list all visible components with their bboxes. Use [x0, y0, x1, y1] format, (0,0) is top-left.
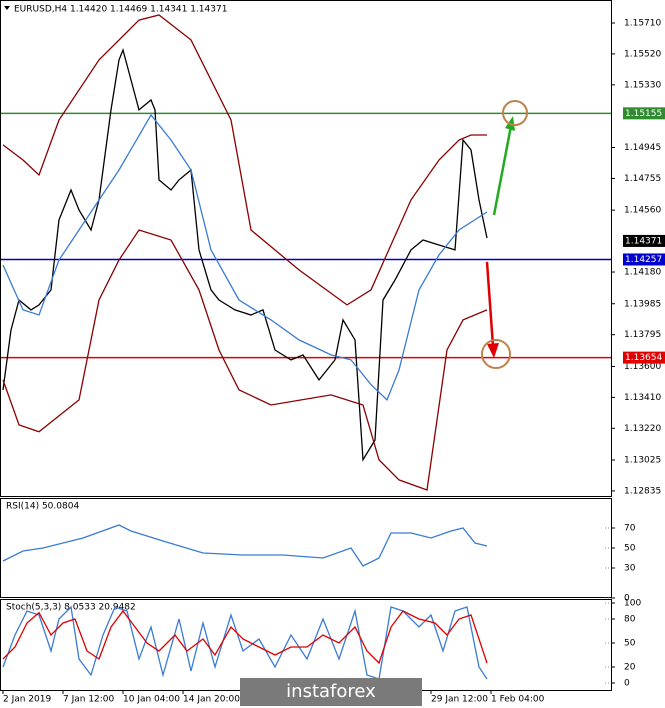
level-label: 1.13654 — [625, 353, 662, 363]
y-tick-label: 1.15710 — [624, 18, 661, 28]
series-line — [2, 229, 488, 491]
x-tick-label: 1 Feb 04:00 — [491, 695, 545, 705]
y-tick-label: 1.13220 — [624, 424, 661, 434]
x-tick-label: 2 Jan 2019 — [3, 695, 51, 705]
x-tick-label: 10 Jan 04:00 — [123, 695, 180, 705]
y-tick-label: 0 — [624, 679, 630, 689]
series-line — [2, 113, 488, 402]
green-arrow — [492, 125, 513, 216]
y-tick-label: 1.13985 — [624, 299, 661, 309]
y-tick-label: 1.15520 — [624, 49, 661, 59]
price-label: 1.14371 — [625, 236, 662, 246]
y-tick-label: 1.14945 — [624, 143, 661, 153]
watermark-box — [240, 678, 422, 706]
x-tick-label: 7 Jan 12:00 — [63, 695, 115, 705]
level-label-box — [623, 351, 665, 364]
level-label: 1.14257 — [625, 255, 662, 265]
main-panel — [0, 0, 612, 497]
y-tick-label: 1.14180 — [624, 268, 661, 278]
series-line — [2, 14, 487, 306]
menu-arrow — [4, 6, 10, 10]
y-tick-label: 30 — [624, 564, 636, 574]
plots: 1.15710 1.15520 1.15330 1.14945 1.14755 1.145… — [1, 14, 665, 705]
y-tick-label: 70 — [624, 524, 636, 534]
y-tick-label: 1.14755 — [624, 174, 661, 184]
y-tick-label: 1.13410 — [624, 393, 661, 403]
series-line — [2, 609, 488, 665]
price-label-box — [623, 234, 665, 247]
series-line — [2, 605, 488, 680]
y-tick-label: 1.13795 — [624, 330, 661, 340]
y-tick-label: 50 — [624, 544, 636, 554]
y-tick-label: 1.13600 — [624, 362, 661, 372]
target-circle — [481, 339, 511, 369]
target-circle — [502, 100, 528, 126]
y-tick-label: 1.15330 — [624, 80, 661, 90]
x-tick-label: 29 Jan 12:00 — [431, 695, 488, 705]
y-tick-label: 20 — [624, 663, 636, 673]
series-line — [2, 47, 488, 462]
rsi-title: RSI(14) 50.0804 — [6, 502, 79, 512]
y-tick-label: 1.14560 — [624, 206, 661, 216]
level-label-box — [623, 107, 665, 120]
y-tick-label: 50 — [624, 639, 636, 649]
level-label: 1.15155 — [625, 109, 662, 119]
y-tick-label: 80 — [624, 615, 636, 625]
watermark: instaforex — [286, 681, 376, 702]
level-label-box — [623, 253, 665, 266]
y-tick-label: 0 — [624, 594, 630, 604]
y-tick-label: 1.13025 — [624, 456, 661, 466]
y-tick-label: 1.12835 — [624, 486, 661, 496]
chart-title: EURUSD,H4 1.14420 1.14469 1.14341 1.1437… — [14, 5, 227, 15]
annotations — [481, 100, 528, 369]
red-arrow-head — [487, 343, 499, 358]
red-arrow — [485, 261, 495, 347]
y-tick-label: 100 — [624, 599, 641, 609]
x-tick-label: 14 Jan 20:00 — [183, 695, 240, 705]
series-line — [2, 524, 488, 567]
